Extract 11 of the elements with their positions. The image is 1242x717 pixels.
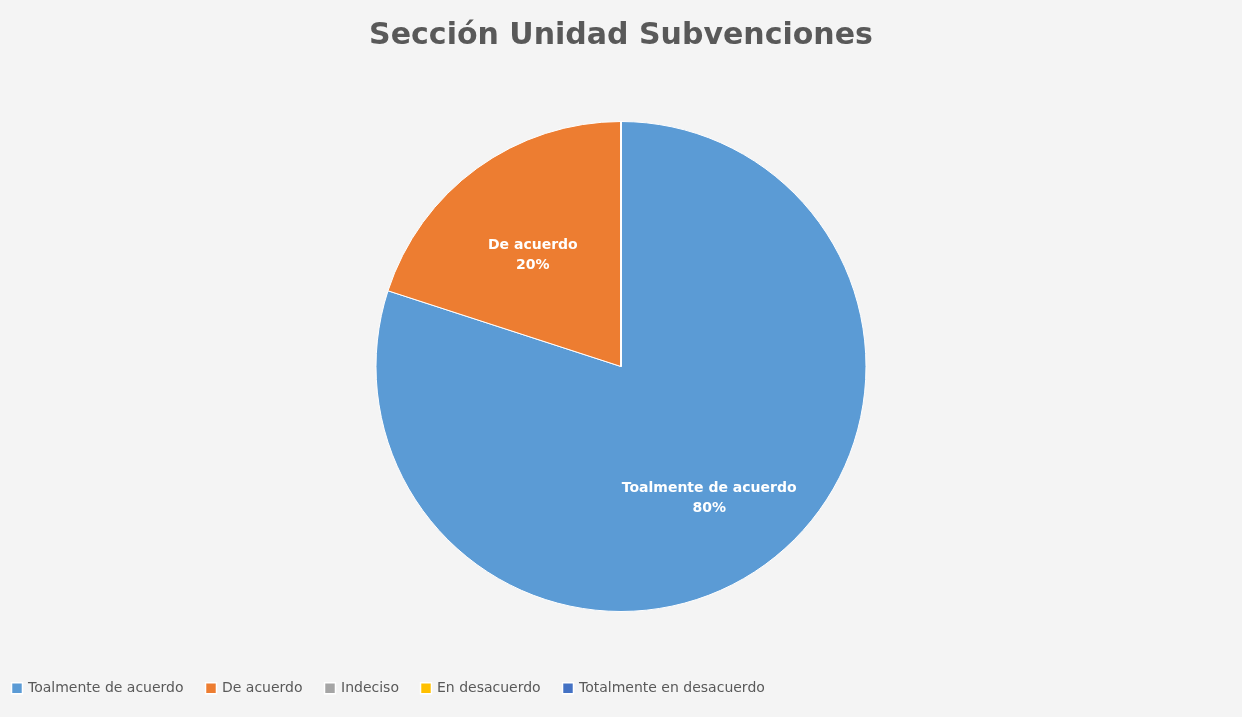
data-label: 20% (516, 256, 550, 273)
legend-label: En desacuerdo (437, 679, 541, 696)
slice-label: De acuerdo (487, 236, 579, 253)
pie-slice (375, 121, 867, 612)
slice-label: Toalmente de acuerdo (621, 478, 797, 495)
data-label: 80% (692, 498, 726, 515)
legend-label: De acuerdo (222, 679, 303, 696)
legend-label: Totalmente en desacuerdo (578, 679, 765, 696)
chart-title: Sección Unidad Subvenciones (369, 16, 873, 51)
legend-label: Indeciso (341, 679, 399, 696)
legend-label: Toalmente de acuerdo (27, 679, 184, 696)
